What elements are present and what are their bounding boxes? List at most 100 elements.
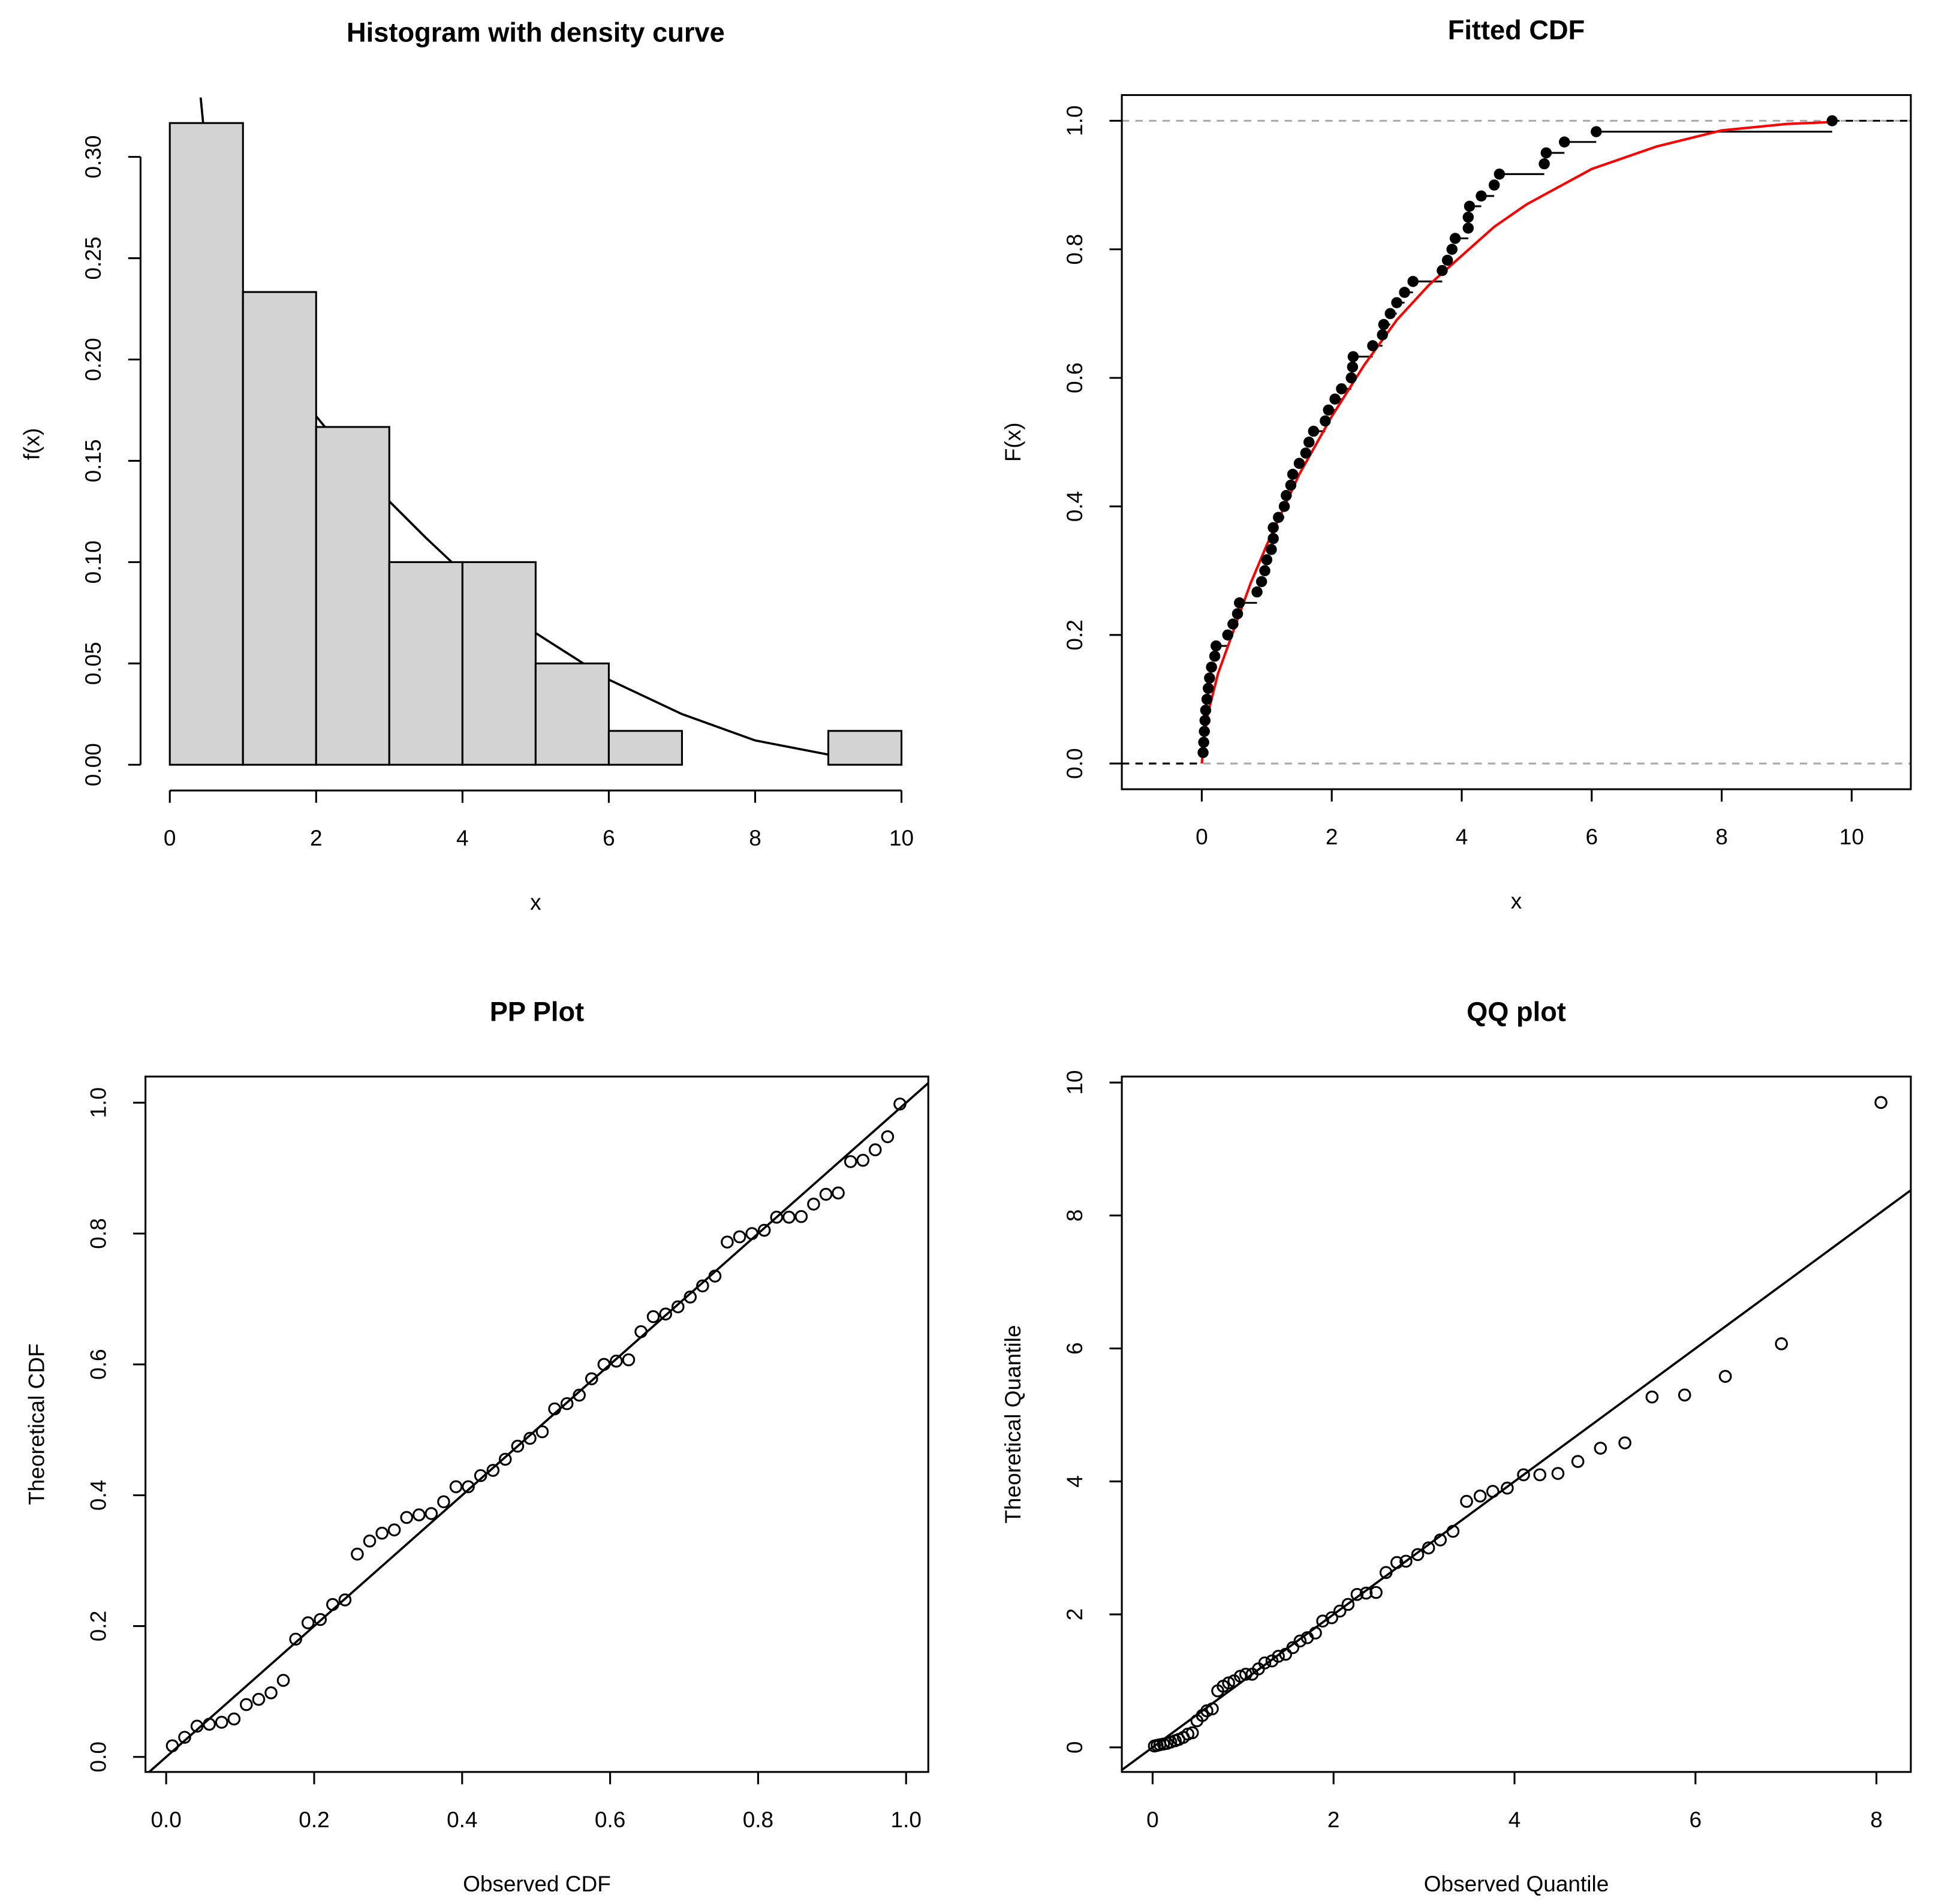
point — [462, 1480, 475, 1493]
point — [1411, 1548, 1425, 1562]
bar — [315, 426, 390, 766]
point — [240, 1698, 253, 1712]
y-tick-label: 0.05 — [80, 642, 106, 685]
point — [1239, 1668, 1252, 1681]
point — [1645, 1390, 1659, 1404]
point — [474, 1469, 487, 1482]
point — [634, 1325, 648, 1338]
x-tick-label: 6 — [1585, 824, 1598, 849]
ecdf-point — [1323, 404, 1335, 416]
y-tick-label: 0.4 — [1062, 491, 1087, 522]
y-tick-label: 0.0 — [1062, 748, 1087, 778]
point — [1200, 1704, 1214, 1717]
point — [1551, 1467, 1565, 1480]
point — [190, 1719, 204, 1733]
ecdf-point — [1347, 361, 1359, 373]
bar — [168, 122, 244, 766]
x-tick-label: 2 — [310, 825, 323, 850]
point — [351, 1547, 364, 1561]
point — [622, 1353, 636, 1367]
y-tick-label: 8 — [1062, 1210, 1087, 1222]
point — [400, 1511, 414, 1524]
point — [819, 1187, 833, 1201]
point — [1286, 1641, 1300, 1655]
point — [1390, 1556, 1404, 1569]
point — [301, 1616, 315, 1629]
chart-title: Fitted CDF — [1448, 15, 1585, 46]
x-tick-label: 2 — [1327, 1807, 1340, 1832]
point — [1325, 1611, 1338, 1625]
y-tick-label: 0.15 — [80, 439, 106, 482]
ecdf-point — [1446, 243, 1458, 255]
point — [449, 1480, 463, 1493]
ecdf-point — [1462, 211, 1474, 223]
point — [314, 1613, 327, 1626]
ecdf-point — [1285, 479, 1297, 491]
y-tick-label: 4 — [1062, 1475, 1087, 1488]
point — [1501, 1481, 1514, 1495]
ecdf-point — [1206, 661, 1217, 673]
point — [1369, 1586, 1383, 1599]
point — [1718, 1370, 1732, 1383]
ecdf-point — [1200, 705, 1212, 716]
ecdf-point — [1293, 458, 1305, 469]
y-tick-label: 0.30 — [80, 136, 106, 179]
x-tick-label: 4 — [1456, 824, 1468, 849]
plot-frame — [144, 1075, 929, 1773]
ecdf-point — [1377, 329, 1388, 341]
panel: Histogram with density curve x f(x) 0 2 4 6 8 10… — [19, 17, 914, 915]
point — [338, 1593, 352, 1607]
x-axis-label: Observed Quantile — [1424, 1871, 1609, 1896]
point — [252, 1692, 266, 1706]
ecdf-point — [1281, 490, 1292, 501]
point — [1446, 1524, 1460, 1538]
point — [1341, 1598, 1355, 1611]
x-tick-label: 2 — [1326, 824, 1338, 849]
x-axis-label: x — [1511, 888, 1522, 913]
ecdf-point — [1391, 297, 1402, 308]
y-tick-label: 1.0 — [1062, 106, 1087, 136]
ecdf-point — [1462, 222, 1474, 234]
y-tick-label: 0.6 — [85, 1349, 110, 1379]
chart-title: PP Plot — [490, 996, 584, 1027]
ecdf-point — [1201, 693, 1213, 705]
y-axis-label: Theoretical Quantile — [1000, 1325, 1025, 1523]
x-tick-label: 6 — [1690, 1807, 1702, 1832]
point — [684, 1291, 697, 1304]
point — [1618, 1436, 1631, 1449]
point — [1359, 1586, 1373, 1600]
point — [770, 1210, 784, 1224]
plot-area — [1122, 1096, 1911, 1771]
point — [387, 1523, 401, 1536]
ecdf-point — [1378, 318, 1390, 330]
ecdf-point — [1261, 554, 1273, 566]
bar — [534, 662, 610, 766]
point — [535, 1425, 549, 1439]
x-tick-label: 8 — [1870, 1807, 1883, 1832]
x-tick-label: 0 — [164, 825, 176, 850]
plot-frame — [1121, 1075, 1912, 1773]
y-tick-label: 0.4 — [85, 1480, 110, 1511]
point — [523, 1431, 537, 1445]
y-tick-label: 0.10 — [80, 540, 106, 583]
x-tick-label: 4 — [1509, 1807, 1521, 1832]
ecdf-point — [1407, 276, 1419, 287]
point — [548, 1402, 561, 1416]
point — [1775, 1337, 1788, 1350]
ecdf-point — [1399, 287, 1410, 298]
ecdf-point — [1198, 736, 1209, 748]
point — [413, 1508, 426, 1521]
point — [1258, 1656, 1272, 1670]
bar — [388, 561, 463, 766]
plot-area — [1122, 115, 1911, 765]
x-tick-label: 0.0 — [150, 1807, 181, 1832]
ecdf-point — [1300, 447, 1312, 459]
point — [1279, 1647, 1293, 1661]
point — [1333, 1604, 1347, 1618]
point — [1874, 1096, 1887, 1109]
ecdf-point — [1209, 650, 1221, 662]
ecdf-point — [1222, 629, 1234, 641]
y-tick-label: 0.2 — [1062, 619, 1087, 650]
ecdf-point — [1234, 597, 1245, 609]
